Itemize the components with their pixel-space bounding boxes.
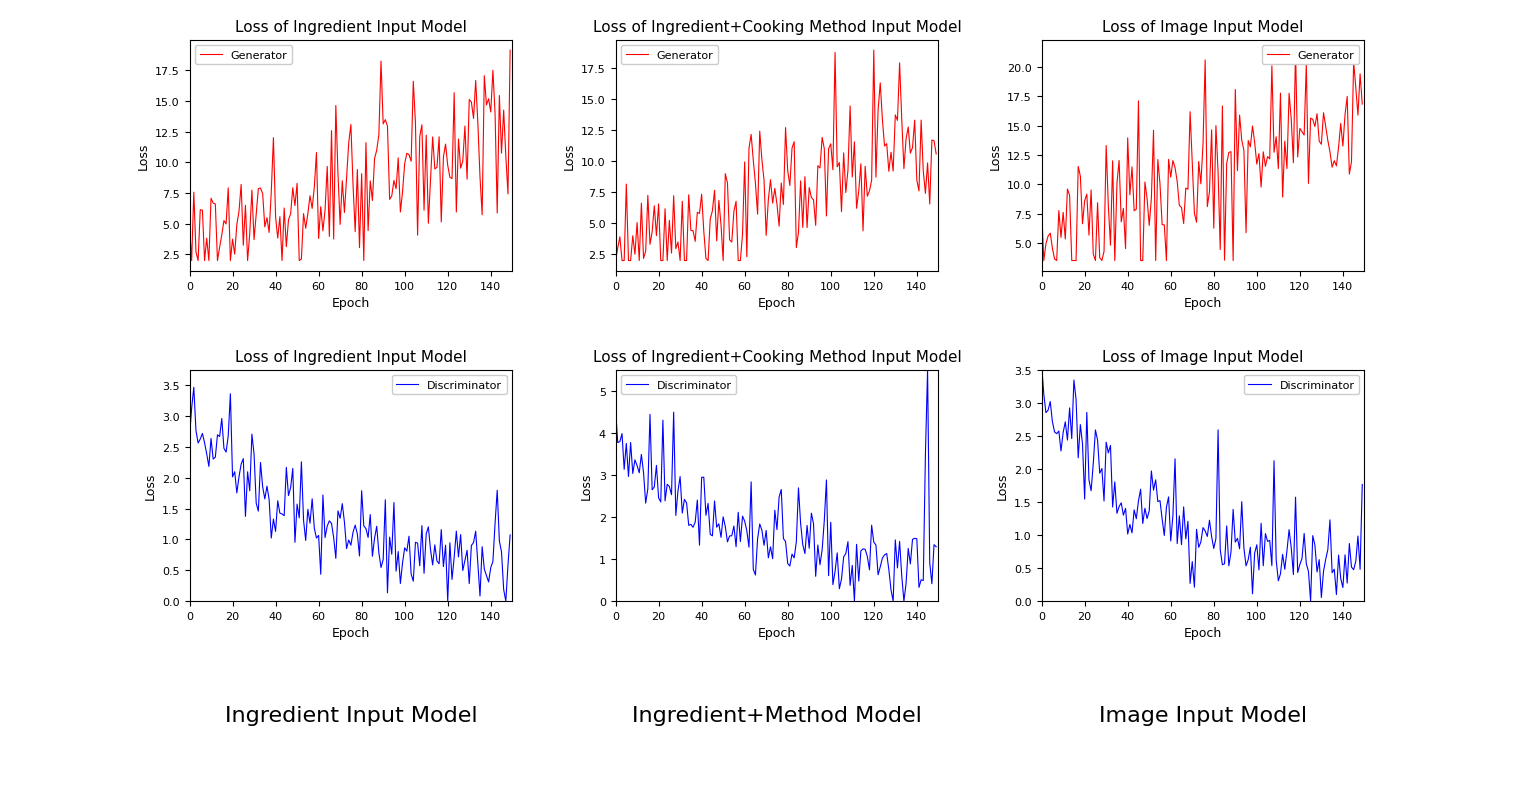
Generator [1257, 162, 1275, 172]
Generator [734, 230, 752, 240]
Generator [500, 46, 518, 56]
Title: Loss of Ingredient+Cooking Method Input Model: Loss of Ingredient+Cooking Method Input … [593, 350, 961, 365]
Discriminator [288, 500, 306, 509]
Legend: Generator: Generator [196, 46, 291, 65]
X-axis label: Epoch: Epoch [1184, 627, 1222, 640]
Y-axis label: Loss: Loss [144, 472, 156, 500]
Generator [787, 243, 805, 253]
X-axis label: Epoch: Epoch [332, 627, 370, 640]
Discriminator [185, 383, 203, 393]
Discriminator [1302, 597, 1320, 607]
X-axis label: Epoch: Epoch [1184, 297, 1222, 310]
Discriminator [828, 548, 846, 558]
Line: Generator: Generator [190, 51, 509, 261]
Discriminator [775, 534, 793, 543]
Generator [447, 208, 465, 217]
Discriminator [405, 577, 423, 586]
Text: Image Input Model: Image Input Model [1099, 705, 1307, 725]
Generator [364, 196, 382, 206]
Line: Discriminator: Discriminator [190, 388, 509, 602]
Discriminator [1298, 559, 1316, 569]
Generator [1354, 100, 1372, 109]
Line: Generator: Generator [615, 51, 937, 261]
Generator [828, 163, 846, 173]
Discriminator [1201, 516, 1219, 526]
Line: Discriminator: Discriminator [1041, 365, 1363, 602]
Generator [405, 77, 423, 87]
Legend: Generator: Generator [1263, 46, 1358, 65]
Generator [775, 200, 793, 210]
Title: Loss of Ingredient Input Model: Loss of Ingredient Input Model [235, 20, 467, 35]
Generator [928, 150, 946, 160]
Discriminator [309, 531, 327, 541]
Line: Discriminator: Discriminator [615, 370, 937, 602]
Generator [606, 256, 625, 266]
Generator [1161, 173, 1179, 182]
Generator [1202, 126, 1220, 135]
Generator [1032, 204, 1051, 214]
Discriminator [1032, 360, 1051, 370]
Discriminator [438, 597, 456, 607]
Discriminator [787, 538, 805, 547]
Discriminator [364, 551, 382, 561]
Title: Loss of Ingredient Input Model: Loss of Ingredient Input Model [235, 350, 467, 365]
Discriminator [350, 551, 368, 561]
Discriminator [734, 512, 752, 521]
Title: Loss of Ingredient+Cooking Method Input Model: Loss of Ingredient+Cooking Method Input … [593, 20, 961, 35]
Legend: Discriminator: Discriminator [1243, 375, 1358, 395]
Legend: Discriminator: Discriminator [622, 375, 737, 395]
Y-axis label: Loss: Loss [988, 143, 1002, 169]
Text: Ingredient Input Model: Ingredient Input Model [224, 705, 478, 725]
Generator [873, 115, 891, 125]
Generator [1140, 221, 1158, 231]
Discriminator [873, 554, 891, 564]
Y-axis label: Loss: Loss [996, 472, 1008, 500]
Y-axis label: Loss: Loss [136, 143, 150, 169]
Discriminator [606, 404, 625, 414]
Discriminator [500, 530, 518, 540]
Generator [350, 243, 368, 253]
Legend: Generator: Generator [622, 46, 719, 65]
Generator [182, 256, 200, 266]
Generator [309, 234, 327, 244]
X-axis label: Epoch: Epoch [332, 297, 370, 310]
Title: Loss of Image Input Model: Loss of Image Input Model [1102, 350, 1304, 365]
Line: Generator: Generator [1041, 51, 1363, 261]
Generator [180, 221, 199, 231]
Discriminator [713, 533, 731, 543]
Generator [1035, 256, 1054, 266]
Y-axis label: Loss: Loss [581, 472, 593, 500]
X-axis label: Epoch: Epoch [758, 297, 796, 310]
Discriminator [449, 552, 467, 562]
Generator [288, 179, 306, 189]
Discriminator [846, 597, 864, 607]
X-axis label: Epoch: Epoch [758, 627, 796, 640]
Discriminator [1254, 561, 1272, 571]
Generator [1302, 114, 1320, 124]
Generator [864, 46, 882, 56]
Discriminator [1160, 492, 1178, 502]
Discriminator [919, 365, 937, 375]
Discriminator [1213, 560, 1231, 570]
Text: Ingredient+Method Model: Ingredient+Method Model [632, 705, 922, 725]
Discriminator [1354, 480, 1372, 490]
Y-axis label: Loss: Loss [562, 143, 576, 169]
Discriminator [928, 543, 946, 552]
Generator [1216, 256, 1234, 266]
Discriminator [180, 433, 199, 443]
Legend: Discriminator: Discriminator [391, 375, 506, 395]
Generator [713, 221, 731, 230]
Discriminator [1139, 514, 1157, 524]
Generator [1287, 46, 1305, 56]
Title: Loss of Image Input Model: Loss of Image Input Model [1102, 20, 1304, 35]
